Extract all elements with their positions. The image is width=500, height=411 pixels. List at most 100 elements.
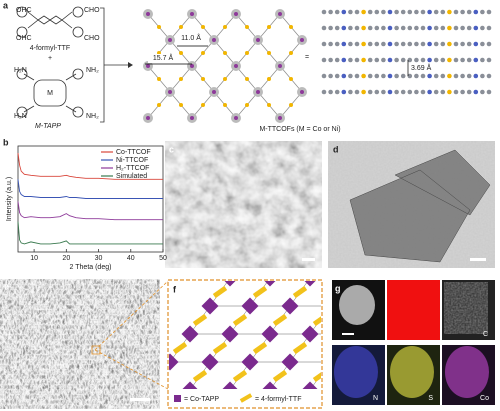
- stack-atom: [460, 25, 465, 31]
- xrd-chart: 10 20 30 40 50 2 Theta (deg) Intensity (a.u.) C…: [6, 145, 167, 271]
- x-tick-label: 50: [159, 255, 167, 262]
- group-label: CHO: [84, 7, 100, 14]
- stack-atom: [361, 73, 366, 79]
- stack-atom: [466, 9, 472, 15]
- ttf-unit: [223, 51, 227, 55]
- series-line: [17, 201, 163, 221]
- scale-bar: [470, 258, 486, 261]
- stack-atom: [394, 57, 399, 63]
- stack-atom: [354, 41, 360, 47]
- co-tapp: [261, 381, 279, 389]
- phenyl: [16, 106, 28, 118]
- stack-atom: [407, 25, 413, 31]
- stack-atom: [466, 25, 472, 31]
- stack-atom: [486, 73, 492, 79]
- stack-atom: [381, 57, 386, 63]
- stack-atom: [420, 9, 426, 15]
- stack-atom: [381, 73, 386, 79]
- stack-atom: [480, 9, 485, 15]
- co-tapp: [181, 381, 199, 389]
- legend-label: H₂-TTCOF: [116, 165, 149, 172]
- molecule-label: 4-formyl-TTF: [30, 45, 70, 52]
- group-label: H₂N: [14, 67, 27, 74]
- metal-node: [278, 64, 282, 68]
- bond: [65, 73, 77, 81]
- stack-atom: [453, 9, 459, 15]
- distance-label: 3.69 Å: [411, 63, 432, 72]
- co-tapp: [281, 297, 299, 315]
- stack-atom: [473, 25, 479, 31]
- co-tapp: [169, 353, 179, 371]
- ttf-bar: [292, 285, 308, 299]
- stack-atom: [414, 57, 419, 63]
- ttf-bar: [272, 369, 288, 383]
- stack-atom: [433, 25, 439, 31]
- metal-node: [234, 12, 238, 16]
- stack-atom: [486, 25, 492, 31]
- plus-sign: +: [48, 55, 52, 62]
- stack-atom: [473, 41, 479, 47]
- panel-label: g: [335, 283, 341, 293]
- metal-node: [146, 64, 150, 68]
- stack-atom: [466, 89, 472, 95]
- panel-label: a: [3, 0, 9, 10]
- stack-atom: [374, 57, 380, 63]
- stack-atom: [387, 89, 393, 95]
- x-axis-label: 2 Theta (deg): [70, 264, 112, 271]
- stack-atom: [348, 25, 353, 31]
- stack-atom: [334, 9, 340, 15]
- stack-atom: [480, 73, 485, 79]
- ttf-unit: [179, 103, 183, 107]
- map-s: [390, 346, 434, 398]
- ttf-unit: [289, 103, 293, 107]
- co-tapp: [221, 281, 239, 287]
- stack-atom: [394, 25, 399, 31]
- stack-atom: [328, 41, 333, 47]
- stack-atom: [460, 73, 465, 79]
- metal-node: [278, 116, 282, 120]
- stack-atom: [321, 57, 327, 63]
- stack-atom: [387, 73, 393, 79]
- stack-atom: [400, 25, 406, 31]
- stack-atom: [407, 89, 413, 95]
- ttf-bar: [252, 285, 268, 299]
- ttf-unit: [245, 103, 249, 107]
- panel-label: c: [169, 144, 174, 154]
- metal-node: [256, 90, 260, 94]
- metal-node: [190, 116, 194, 120]
- ttf-unit: [267, 51, 271, 55]
- hrtem-image: [0, 279, 160, 409]
- stack-atom: [466, 41, 472, 47]
- stack-atom: [440, 41, 446, 47]
- legend-label: = Co-TAPP: [184, 396, 219, 403]
- stack-atom: [367, 9, 373, 15]
- equals-sign: =: [305, 54, 309, 61]
- metal-node: [146, 116, 150, 120]
- stack-atom: [321, 89, 327, 95]
- stack-atom: [387, 9, 393, 15]
- x-tick-label: 30: [95, 255, 103, 262]
- stack-atom: [400, 41, 406, 47]
- ttf-bar: [192, 313, 208, 327]
- map-co: [445, 346, 489, 398]
- stack-atom: [361, 25, 366, 31]
- stack-atom: [367, 89, 373, 95]
- stack-atom: [433, 41, 439, 47]
- stack-atom: [334, 57, 340, 63]
- legend-label: Ni-TTCOF: [116, 157, 148, 164]
- stack-atom: [407, 57, 413, 63]
- group-label: NH₂: [86, 67, 99, 74]
- stack-atom: [387, 41, 393, 47]
- stack-atom: [407, 9, 413, 15]
- ttf-unit: [201, 25, 205, 29]
- stack-atom: [334, 89, 340, 95]
- stack-atom: [440, 9, 446, 15]
- stack-atom: [394, 89, 399, 95]
- group-label: OHC: [16, 7, 32, 14]
- stack-atom: [480, 89, 485, 95]
- panel-label: f: [173, 284, 177, 294]
- ttf-bar: [232, 313, 248, 327]
- phenyl: [16, 26, 28, 38]
- stack-atom: [381, 25, 386, 31]
- stack-atom: [348, 73, 353, 79]
